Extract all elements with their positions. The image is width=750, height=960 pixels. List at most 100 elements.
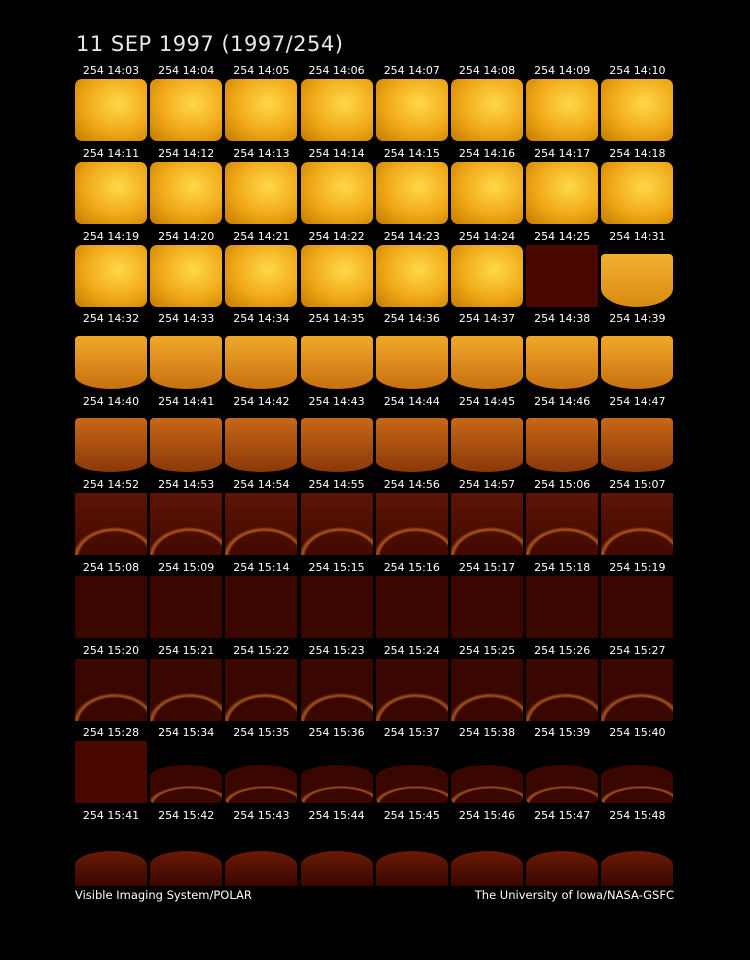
frame-image [150,658,223,721]
frame-time-label: 254 15:37 [383,726,440,740]
frame-image [300,493,373,555]
frame-image [75,493,147,555]
frame-time-label: 254 14:33 [158,312,215,326]
frame-image [375,244,448,307]
frame-image [375,493,448,555]
frame-time-label: 254 14:11 [82,146,140,160]
frame-image [601,79,674,141]
frame-time-label: 254 14:07 [383,64,440,77]
frame-image [300,575,373,638]
frame-image [601,851,674,887]
frame-image [300,658,373,721]
frame-image [526,575,599,638]
frame-time-label: 254 14:47 [609,395,666,409]
frame-image [75,575,147,638]
frame-time-label: 254 15:25 [458,643,516,657]
frame-time-label: 254 14:05 [233,64,290,77]
frame-time-label: 254 15:22 [233,643,290,657]
frame-image [451,161,523,224]
title: 11 SEP 1997 (1997/254) [76,32,344,56]
frame-time-label: 254 15:34 [158,726,215,740]
frame-time-label: 254 14:16 [458,146,516,160]
frame-image [225,658,298,721]
frame-image [75,161,147,224]
frame-image [526,658,599,721]
frame-time-label: 254 15:45 [383,809,440,823]
frame-time-label: 254 14:08 [458,64,516,77]
frame-image [601,253,674,307]
frame-time-label: 254 14:12 [158,146,215,160]
frame-time-label: 254 15:19 [609,560,666,574]
frame-time-label: 254 14:39 [609,312,666,326]
frame-image [601,161,674,224]
frame-image [526,79,599,141]
frame-image [225,765,298,804]
frame-time-label: 254 14:32 [82,312,140,326]
frame-time-label: 254 15:40 [609,726,666,740]
frame-time-label: 254 15:06 [534,478,591,491]
frame-time-label: 254 14:41 [158,395,215,409]
frame-time-label: 254 14:23 [383,229,440,243]
frame-image [375,658,448,721]
frame-image [225,161,298,224]
frame-image [300,851,373,887]
frame-time-label: 254 14:44 [383,395,440,409]
frame-time-label: 254 15:35 [233,726,290,740]
frame-image [75,658,147,721]
frame-time-label: 254 15:41 [82,809,140,823]
frame-time-label: 254 15:08 [82,560,140,574]
frame-image [375,575,448,638]
frame-image [375,851,448,887]
frame-time-label: 254 15:36 [308,726,365,740]
frame-time-label: 254 14:31 [609,229,666,243]
frame-time-label: 254 14:18 [609,146,666,160]
frame-image [601,493,674,555]
frame-time-label: 254 14:20 [158,229,215,243]
frame-time-label: 254 15:24 [383,643,440,657]
frame-image [375,336,448,390]
frame-image [526,851,599,887]
frame-time-label: 254 15:14 [233,560,290,574]
frame-time-label: 254 15:15 [308,560,365,574]
frame-image [526,161,599,224]
frame-image [225,493,298,555]
frame-time-label: 254 15:16 [383,560,440,574]
frame-time-label: 254 15:39 [534,726,591,740]
frame-time-label: 254 14:15 [383,146,440,160]
frame-image [451,244,523,307]
frame-time-label: 254 14:19 [82,229,140,243]
frame-image [375,418,448,473]
frame-image [451,575,523,638]
frame-image [526,336,599,390]
frame-image [526,244,599,307]
frame-time-label: 254 15:48 [609,809,666,823]
frame-image [225,336,298,390]
frame-time-label: 254 14:24 [458,229,516,243]
frame-time-label: 254 14:21 [233,229,290,243]
footer-right: The University of Iowa/NASA-GSFC [474,888,674,902]
frame-time-label: 254 14:53 [158,478,215,491]
frame-time-label: 254 15:44 [308,809,365,823]
frame-image [150,418,223,473]
frame-time-label: 254 14:46 [534,395,591,409]
frame-time-label: 254 14:06 [308,64,365,77]
frame-image [375,161,448,224]
frame-time-label: 254 15:18 [534,560,591,574]
frame-time-label: 254 14:14 [308,146,365,160]
frame-time-label: 254 14:40 [82,395,140,409]
frame-time-label: 254 15:07 [609,478,666,491]
frame-image [526,493,599,555]
frame-image [75,418,147,473]
frame-image [375,765,448,804]
frame-image [150,161,223,224]
frame-image [451,418,523,473]
frame-time-label: 254 15:20 [82,643,140,657]
frame-image [451,851,523,887]
frame-time-label: 254 14:09 [534,64,591,77]
frame-time-label: 254 15:47 [534,809,591,823]
frame-time-label: 254 14:45 [458,395,516,409]
frame-time-label: 254 14:35 [308,312,365,326]
frame-time-label: 254 15:09 [158,560,215,574]
frame-time-label: 254 14:55 [308,478,365,491]
frame-image [601,765,674,804]
